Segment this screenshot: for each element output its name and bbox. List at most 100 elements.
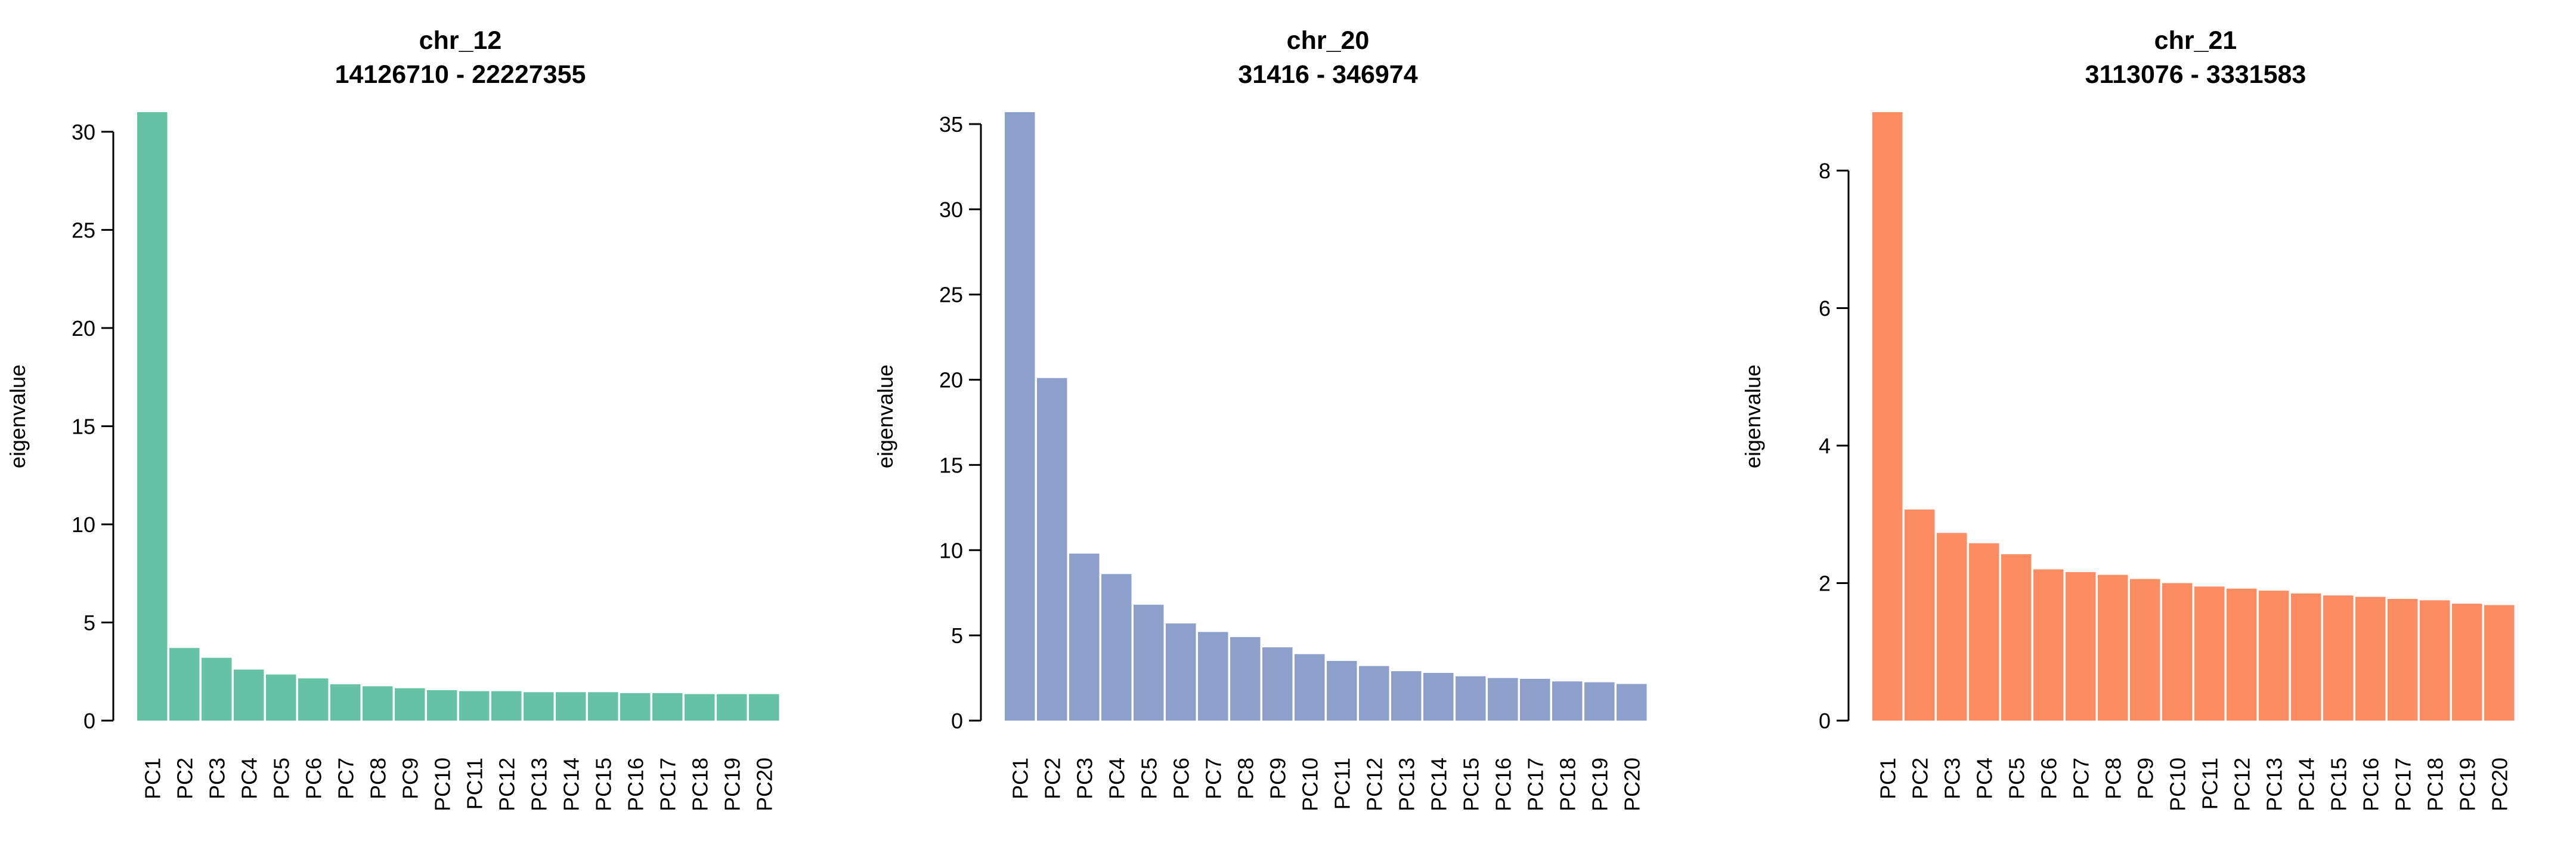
y-tick-label: 15 — [939, 453, 963, 477]
y-tick-label: 0 — [1819, 709, 1831, 733]
x-tick-label: PC19 — [720, 758, 744, 811]
x-tick-label: PC2 — [172, 758, 197, 799]
bar-pc16 — [1488, 678, 1518, 721]
bar-pc12 — [491, 691, 522, 721]
bar-pc4 — [1101, 574, 1132, 721]
bar-pc16 — [620, 693, 651, 721]
bar-pc14 — [2291, 593, 2321, 721]
x-tick-label: PC14 — [559, 758, 583, 811]
bar-pc13 — [1391, 671, 1422, 721]
x-tick-label: PC7 — [1201, 758, 1225, 799]
x-tick-label: PC16 — [2358, 758, 2383, 811]
bar-pc15 — [1456, 676, 1486, 721]
x-tick-label: PC17 — [2391, 758, 2415, 811]
bar-pc7 — [2066, 572, 2096, 721]
bar-pc18 — [2420, 600, 2450, 721]
x-tick-label: PC5 — [269, 758, 293, 799]
x-tick-label: PC4 — [237, 758, 261, 799]
x-tick-label: PC20 — [2487, 758, 2512, 811]
bar-pc5 — [266, 674, 296, 721]
chart-panel-3: chr_21 3113076 - 3331583 eigenvalue 0 2 4 6 8 PC… — [1741, 26, 2515, 811]
bar-pc3 — [202, 657, 232, 721]
x-tick-label: PC3 — [1940, 758, 1964, 799]
x-tick-label: PC16 — [623, 758, 648, 811]
bar-pc1 — [137, 112, 168, 721]
chart-subtitle: 31416 - 346974 — [1238, 60, 1417, 89]
x-tick-label: PC9 — [398, 758, 422, 799]
x-tick-label: PC18 — [1555, 758, 1580, 811]
bar-pc8 — [363, 686, 393, 721]
x-tick-label: PC12 — [494, 758, 519, 811]
bar-pc20 — [2484, 605, 2515, 721]
x-tick-label: PC7 — [2069, 758, 2093, 799]
bar-pc9 — [395, 688, 425, 721]
bar-pc19 — [2452, 604, 2482, 721]
x-tick-label: PC3 — [1072, 758, 1097, 799]
y-tick-label: 5 — [83, 610, 95, 635]
x-tick-label: PC4 — [1972, 758, 1996, 799]
bar-pc17 — [652, 693, 683, 721]
y-tick-label: 6 — [1819, 296, 1831, 320]
bar-pc15 — [588, 692, 618, 721]
bar-pc1 — [1872, 112, 1903, 721]
x-tick-label: PC6 — [1169, 758, 1193, 799]
y-tick-label: 15 — [72, 414, 95, 438]
bar-pc20 — [1617, 684, 1647, 721]
x-tick-label: PC4 — [1104, 758, 1129, 799]
bar-pc18 — [1552, 681, 1583, 721]
x-tick-label: PC6 — [2036, 758, 2061, 799]
bar-pc7 — [1198, 632, 1228, 721]
x-tick-label: PC13 — [1394, 758, 1419, 811]
bar-pc4 — [234, 669, 264, 721]
x-tick-label: PC17 — [655, 758, 680, 811]
chart-panel-2: chr_20 31416 - 346974 eigenvalue 0 5 10 15 20 25… — [873, 26, 1647, 811]
x-tick-label: PC13 — [527, 758, 551, 811]
bar-pc2 — [169, 648, 200, 721]
y-tick-label: 35 — [939, 112, 963, 137]
chart-subtitle: 3113076 - 3331583 — [2085, 60, 2306, 89]
bar-pc5 — [2001, 554, 2032, 721]
x-tick-label: PC1 — [1875, 758, 1900, 799]
y-tick-label: 20 — [939, 368, 963, 393]
y-axis-label: eigenvalue — [1741, 364, 1765, 468]
bar-pc19 — [717, 694, 747, 721]
y-tick-label: 20 — [72, 316, 95, 341]
bar-pc13 — [524, 692, 554, 721]
y-tick-label: 5 — [951, 623, 963, 648]
y-tick-label: 25 — [939, 283, 963, 307]
x-tick-label: PC19 — [1587, 758, 1612, 811]
x-tick-label: PC8 — [2101, 758, 2125, 799]
x-tick-label: PC14 — [1426, 758, 1451, 811]
chart-title: chr_12 — [419, 26, 502, 55]
x-tick-label: PC8 — [1233, 758, 1258, 799]
y-axis-label: eigenvalue — [873, 364, 897, 468]
x-tick-label: PC11 — [1330, 758, 1354, 809]
bar-pc2 — [1037, 378, 1067, 721]
bar-pc19 — [1584, 682, 1615, 721]
y-tick-label: 30 — [72, 120, 95, 144]
bar-pc18 — [685, 694, 715, 721]
x-tick-label: PC17 — [1523, 758, 1547, 811]
chart-subtitle: 14126710 - 22227355 — [335, 60, 586, 89]
x-tick-label: PC7 — [333, 758, 358, 799]
x-tick-label: PC10 — [1298, 758, 1322, 811]
bar-pc4 — [1969, 543, 1999, 721]
bar-pc17 — [1520, 679, 1550, 721]
bar-pc11 — [1327, 661, 1357, 721]
bar-pc8 — [2098, 574, 2128, 721]
chart-panel-1: chr_12 14126710 - 22227355 eigenvalue 0 5 10 1… — [5, 26, 779, 811]
bar-pc12 — [1359, 666, 1389, 721]
y-tick-label: 4 — [1819, 434, 1831, 458]
x-tick-label: PC14 — [2294, 758, 2318, 811]
x-tick-label: PC12 — [2230, 758, 2254, 811]
y-tick-label: 25 — [72, 218, 95, 242]
y-tick-label: 2 — [1819, 571, 1831, 595]
x-tick-label: PC1 — [1008, 758, 1032, 799]
x-tick-label: PC11 — [2197, 758, 2222, 809]
bar-pc5 — [1134, 604, 1164, 721]
y-tick-label: 30 — [939, 197, 963, 222]
bar-pc10 — [1295, 654, 1325, 721]
bar-pc6 — [1166, 623, 1196, 721]
bar-pc1 — [1005, 112, 1035, 721]
x-tick-label: PC3 — [205, 758, 229, 799]
